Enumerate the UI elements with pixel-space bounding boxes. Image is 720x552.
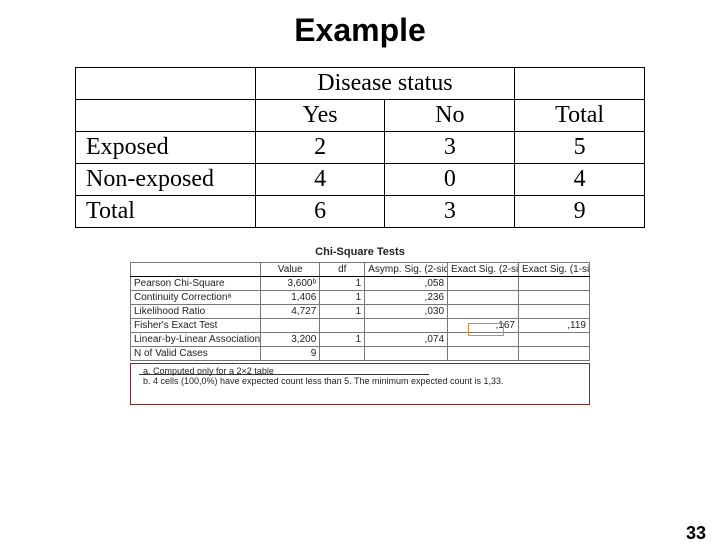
cell bbox=[365, 347, 448, 361]
cell: 5 bbox=[515, 132, 645, 164]
page-number: 33 bbox=[686, 523, 706, 544]
cell bbox=[320, 319, 365, 333]
row-label: Continuity Correctionᵃ bbox=[131, 291, 261, 305]
row-label: Fisher's Exact Test bbox=[131, 319, 261, 333]
row-label: Pearson Chi-Square bbox=[131, 277, 261, 291]
cell: 1 bbox=[320, 291, 365, 305]
cell: 9 bbox=[261, 347, 320, 361]
cell bbox=[518, 305, 589, 319]
row-label: Exposed bbox=[76, 132, 256, 164]
cell: 1,406 bbox=[261, 291, 320, 305]
cell bbox=[518, 277, 589, 291]
row-label: N of Valid Cases bbox=[131, 347, 261, 361]
cell bbox=[261, 319, 320, 333]
cell: ,119 bbox=[518, 319, 589, 333]
group-header: Disease status bbox=[255, 68, 514, 100]
h-value: Value bbox=[261, 263, 320, 277]
cell: 9 bbox=[515, 196, 645, 228]
cell: 1 bbox=[320, 333, 365, 347]
cell: 4 bbox=[515, 164, 645, 196]
cell: 1 bbox=[320, 305, 365, 319]
chisq-block: Chi-Square Tests Value df Asymp. Sig. (2… bbox=[130, 246, 590, 405]
h-exact2: Exact Sig. (2-sided) bbox=[448, 263, 519, 277]
cell: ,074 bbox=[365, 333, 448, 347]
contingency-table: Disease status Yes No Total Exposed 2 3 … bbox=[75, 67, 645, 228]
chisq-title: Chi-Square Tests bbox=[130, 246, 590, 258]
footnote-frame: a. Computed only for a 2×2 table b. 4 ce… bbox=[130, 363, 590, 405]
h-df: df bbox=[320, 263, 365, 277]
cell bbox=[518, 333, 589, 347]
cell: 2 bbox=[255, 132, 385, 164]
cell bbox=[518, 291, 589, 305]
cell: 3,200 bbox=[261, 333, 320, 347]
h-asymp: Asymp. Sig. (2-sided) bbox=[365, 263, 448, 277]
cell: 4,727 bbox=[261, 305, 320, 319]
cell: ,058 bbox=[365, 277, 448, 291]
cell: 4 bbox=[255, 164, 385, 196]
footnote-b: b. 4 cells (100,0%) have expected count … bbox=[143, 376, 585, 386]
slide-title: Example bbox=[0, 12, 720, 49]
cell: 6 bbox=[255, 196, 385, 228]
highlight-box bbox=[468, 323, 504, 336]
col-total: Total bbox=[515, 100, 645, 132]
h-exact1: Exact Sig. (1-sided) bbox=[518, 263, 589, 277]
strike-line bbox=[139, 374, 429, 375]
cell bbox=[365, 319, 448, 333]
cell bbox=[448, 277, 519, 291]
row-label: Non-exposed bbox=[76, 164, 256, 196]
cell: ,030 bbox=[365, 305, 448, 319]
cell bbox=[518, 347, 589, 361]
cell bbox=[448, 305, 519, 319]
cell: ,236 bbox=[365, 291, 448, 305]
cell bbox=[448, 347, 519, 361]
cell: 1 bbox=[320, 277, 365, 291]
blank-cell bbox=[76, 100, 256, 132]
blank-cell bbox=[76, 68, 256, 100]
cell: 0 bbox=[385, 164, 515, 196]
cell bbox=[320, 347, 365, 361]
cell: 3,600ᵇ bbox=[261, 277, 320, 291]
cell: 3 bbox=[385, 132, 515, 164]
chisq-table: Value df Asymp. Sig. (2-sided) Exact Sig… bbox=[130, 262, 590, 361]
row-label: Likelihood Ratio bbox=[131, 305, 261, 319]
row-label: Total bbox=[76, 196, 256, 228]
col-yes: Yes bbox=[255, 100, 385, 132]
blank-cell bbox=[515, 68, 645, 100]
col-no: No bbox=[385, 100, 515, 132]
row-label: Linear-by-Linear Association bbox=[131, 333, 261, 347]
blank-header bbox=[131, 263, 261, 277]
cell: 3 bbox=[385, 196, 515, 228]
cell bbox=[448, 291, 519, 305]
